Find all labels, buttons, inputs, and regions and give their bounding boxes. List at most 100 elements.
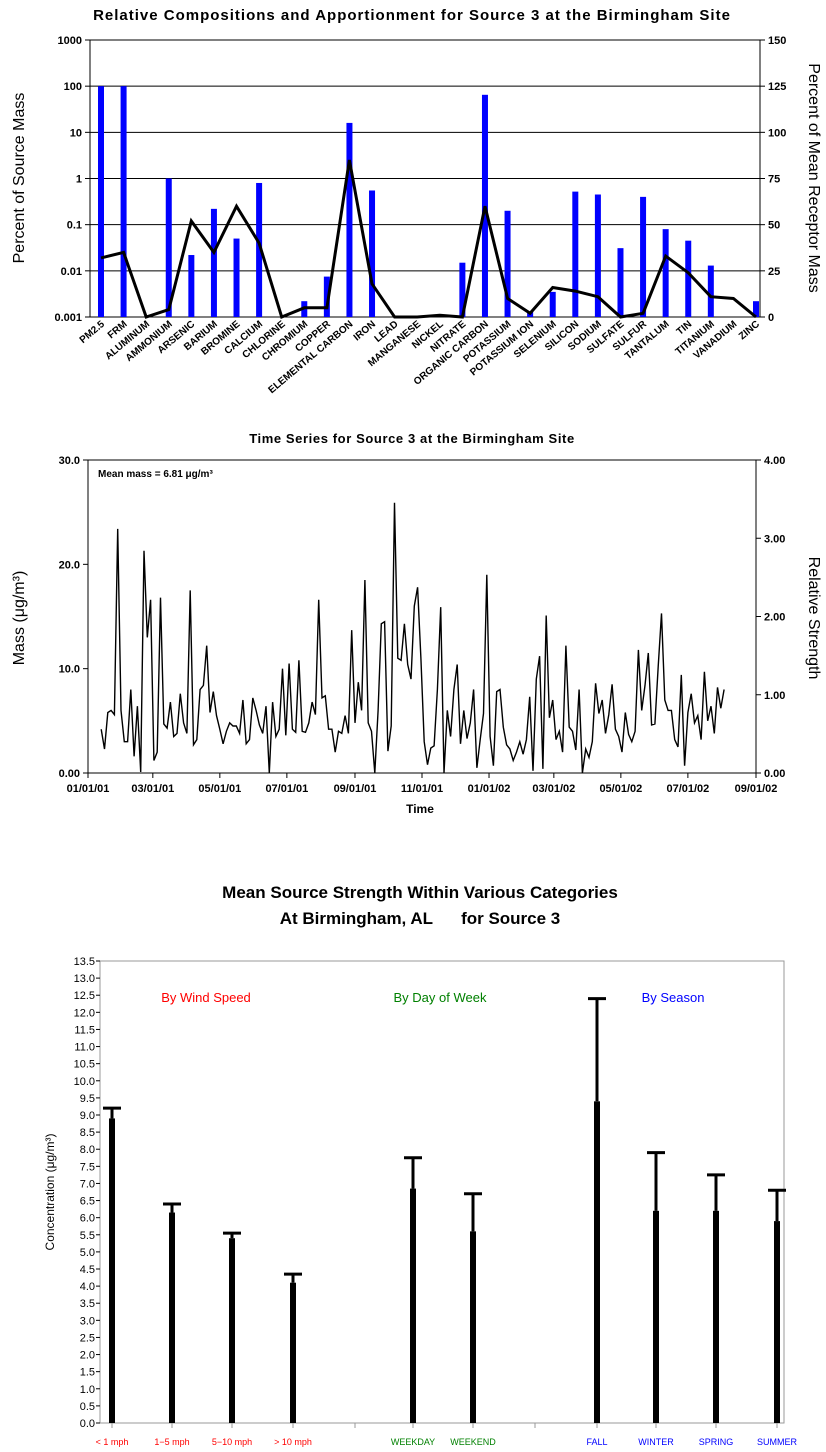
chart1-right-tick-label: 0 bbox=[768, 312, 774, 324]
chart2-right-tick-label: 4.00 bbox=[764, 455, 785, 467]
chart3-bar bbox=[229, 1238, 235, 1423]
chart3-tick-label: 1.0 bbox=[80, 1384, 95, 1396]
chart3-bar bbox=[410, 1188, 416, 1423]
chart1-right-tick-label: 50 bbox=[768, 220, 780, 232]
chart1-bar bbox=[685, 240, 692, 317]
chart2-right-ticks: 0.00 1.00 2.00 3.00 4.00 bbox=[756, 455, 785, 780]
chart1-left-tick-label: 100 bbox=[64, 81, 82, 93]
chart1-left-ticks: 0.001 0.01 0.1 1 10 100 1000 bbox=[54, 35, 90, 324]
chart3-bar bbox=[594, 1101, 600, 1423]
chart3-tick-label: 12.5 bbox=[74, 990, 95, 1002]
chart2-series-line bbox=[100, 502, 725, 774]
chart1-bar bbox=[707, 265, 714, 317]
chart3-bar bbox=[713, 1210, 719, 1423]
chart1-bar bbox=[188, 255, 195, 317]
chart2-x-tick-label: 03/01/02 bbox=[532, 783, 575, 795]
chart3-tick-label: 3.0 bbox=[80, 1315, 95, 1327]
chart1-bar bbox=[165, 178, 172, 317]
chart2-x-tick-label: 01/01/02 bbox=[468, 783, 511, 795]
chart1-left-tick-label: 1000 bbox=[58, 35, 82, 47]
chart1-bar bbox=[504, 210, 511, 317]
chart2-left-tick-label: 0.00 bbox=[59, 768, 80, 780]
chart2-ylabel: Mass (μg/m³) bbox=[11, 571, 28, 666]
chart3-tick-label: 12.0 bbox=[74, 1007, 95, 1019]
chart3-group-label: By Day of Week bbox=[394, 990, 487, 1005]
chart3-tick-label: 6.5 bbox=[80, 1196, 95, 1208]
chart1-left-tick-label: 0.01 bbox=[61, 266, 82, 278]
chart2-annotation: Mean mass = 6.81 μg/m³ bbox=[98, 469, 213, 480]
chart3-category-label: < 1 mph bbox=[96, 1437, 129, 1447]
chart2-left-tick-label: 30.0 bbox=[59, 455, 80, 467]
chart3-tick-label: 6.0 bbox=[80, 1213, 95, 1225]
chart3-ylabel: Concentration (μg/m³) bbox=[43, 1134, 57, 1251]
chart1-category-labels: PM2.5FRMALUMINUMAMMONIUMARSENICBARIUMBRO… bbox=[78, 318, 762, 396]
chart1-bar bbox=[256, 182, 263, 317]
chart1-bar bbox=[594, 194, 601, 317]
chart2-x-tick-label: 05/01/01 bbox=[198, 783, 241, 795]
chart1-bar bbox=[323, 276, 330, 317]
chart3-tick-label: 0.0 bbox=[80, 1418, 95, 1430]
chart2-right-tick-label: 2.00 bbox=[764, 612, 785, 624]
chart3-category-label: SUMMER bbox=[757, 1437, 797, 1447]
chart1-title: Relative Compositions and Apportionment … bbox=[93, 7, 731, 24]
chart3-tick-label: 5.0 bbox=[80, 1247, 95, 1259]
chart3-groups: By Wind Speed < 1 mph 1−5 mph 5−10 mph > 10 … bbox=[96, 990, 798, 1447]
chart3-category-label: 1−5 mph bbox=[154, 1437, 189, 1447]
chart2-right-tick-label: 0.00 bbox=[764, 768, 785, 780]
chart1-bars bbox=[98, 86, 759, 318]
chart1-bar bbox=[753, 301, 759, 317]
chart3-category-label: WEEKDAY bbox=[391, 1437, 435, 1447]
chart1-category-label: IRON bbox=[352, 319, 378, 343]
chart1-bar bbox=[233, 238, 240, 317]
chart1-right-tick-label: 100 bbox=[768, 127, 786, 139]
chart3-group-label: By Season bbox=[642, 990, 705, 1005]
chart2-x-ticks: 01/01/01 03/01/01 05/01/01 07/01/01 09/01/01… bbox=[67, 773, 778, 795]
chart3-tick-label: 9.5 bbox=[80, 1093, 95, 1105]
chart2-x-tick-label: 09/01/01 bbox=[334, 783, 377, 795]
chart3-tick-label: 13.5 bbox=[74, 956, 95, 968]
chart1-right-tick-label: 125 bbox=[768, 81, 786, 93]
chart1-left-tick-label: 0.1 bbox=[67, 220, 82, 232]
chart3-category-label: FALL bbox=[586, 1437, 607, 1447]
chart1-right-tick-label: 150 bbox=[768, 35, 786, 47]
chart3-tick-label: 10.0 bbox=[74, 1076, 95, 1088]
chart3-frame bbox=[99, 960, 785, 1424]
chart3-tick-label: 3.5 bbox=[80, 1298, 95, 1310]
chart2-x-tick-label: 01/01/01 bbox=[67, 783, 110, 795]
chart3-tick-label: 4.5 bbox=[80, 1264, 95, 1276]
chart1-left-tick-label: 0.001 bbox=[54, 312, 82, 324]
chart1-apportionment-line bbox=[100, 159, 757, 320]
chart3-bar bbox=[653, 1210, 659, 1423]
chart3-tick-label: 7.0 bbox=[80, 1178, 95, 1190]
chart3-bar bbox=[109, 1118, 115, 1423]
chart2-x-tick-label: 07/01/02 bbox=[666, 783, 709, 795]
chart3-tick-label: 11.0 bbox=[74, 1042, 95, 1054]
chart1-bar bbox=[369, 190, 376, 317]
chart1-grid bbox=[90, 85, 760, 272]
chart2-left-tick-label: 10.0 bbox=[59, 664, 80, 676]
chart3-category-label: SPRING bbox=[699, 1437, 734, 1447]
chart2-right-tick-label: 3.00 bbox=[764, 533, 785, 545]
chart1-bar bbox=[459, 262, 466, 317]
chart2-title: Time Series for Source 3 at the Birmingh… bbox=[249, 431, 575, 446]
chart3-tick-label: 9.0 bbox=[80, 1110, 95, 1122]
chart3-tick-label: 8.0 bbox=[80, 1144, 95, 1156]
chart3-bar bbox=[290, 1282, 296, 1423]
chart2-left-tick-label: 20.0 bbox=[59, 559, 80, 571]
chart1-bar bbox=[346, 122, 353, 318]
chart2-x-tick-label: 05/01/02 bbox=[599, 783, 642, 795]
chart1-bar bbox=[210, 208, 217, 317]
chart1-left-tick-label: 10 bbox=[70, 127, 82, 139]
chart2-right-tick-label: 1.00 bbox=[764, 690, 785, 702]
chart2-x-tick-label: 09/01/02 bbox=[735, 783, 778, 795]
chart3-tick-label: 0.5 bbox=[80, 1401, 95, 1413]
chart2-xlabel: Time bbox=[406, 802, 434, 816]
chart3-tick-label: 4.0 bbox=[80, 1281, 95, 1293]
chart2-x-tick-label: 07/01/01 bbox=[265, 783, 308, 795]
chart3-tick-label: 1.5 bbox=[80, 1367, 95, 1379]
chart3-title: Mean Source Strength Within Various Cate… bbox=[222, 883, 618, 902]
chart3-subtitle: At Birmingham, AL for Source 3 bbox=[280, 909, 561, 928]
chart1-bar bbox=[120, 86, 127, 318]
chart1-right-ticks: 0 25 50 75 100 125 150 bbox=[760, 35, 786, 324]
